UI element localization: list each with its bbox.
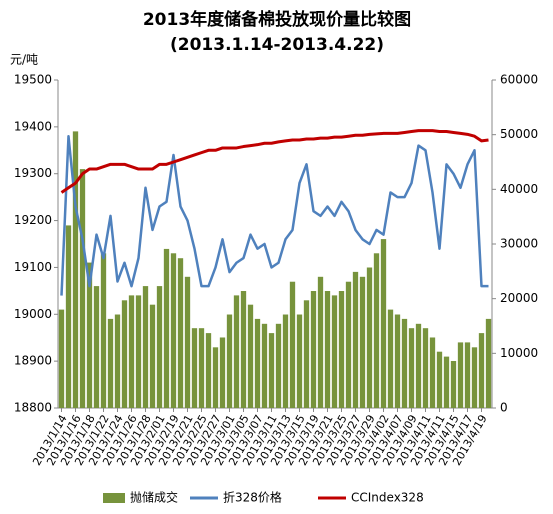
bar [429, 337, 436, 408]
y2-tick-label: 50000 [500, 127, 538, 141]
y-tick-label: 19000 [14, 307, 52, 321]
y-tick-label: 19300 [14, 166, 52, 180]
y-tick-label: 19500 [14, 73, 52, 87]
bar [135, 295, 142, 408]
y-tick-label: 19200 [14, 213, 52, 227]
bar [366, 267, 373, 408]
y2-tick-label: 10000 [500, 346, 538, 360]
bar [436, 351, 443, 408]
bar [289, 281, 296, 408]
bar [72, 131, 79, 409]
line [60, 129, 489, 194]
y2-tick-label: 0 [500, 401, 508, 415]
bar [324, 291, 331, 408]
bar [478, 333, 485, 408]
bar [485, 318, 492, 408]
bar [443, 356, 450, 408]
bar [205, 333, 212, 408]
bar [191, 328, 198, 408]
bar [387, 309, 394, 408]
bar [198, 328, 205, 408]
legend-swatch [103, 493, 125, 503]
bar [275, 323, 282, 408]
bar [142, 286, 149, 408]
bar [359, 276, 366, 408]
bar [408, 328, 415, 408]
bar [394, 314, 401, 408]
bar [345, 281, 352, 408]
bar [107, 318, 114, 408]
bar [338, 291, 345, 408]
bar [93, 286, 100, 408]
y-tick-label: 19100 [14, 260, 52, 274]
legend-label: CCIndex328 [351, 491, 424, 505]
bar [170, 253, 177, 408]
legend-label: 折328价格 [223, 490, 282, 505]
bar [331, 295, 338, 408]
chart-title: 2013年度储备棉投放现价量比较图 [143, 9, 411, 30]
bar [58, 309, 65, 408]
bar [233, 295, 240, 408]
line [60, 134, 489, 296]
bar [261, 323, 268, 408]
legend-label: 抛储成交 [130, 490, 178, 505]
bar [219, 337, 226, 408]
bar [471, 347, 478, 408]
bar [373, 253, 380, 408]
bar [268, 333, 275, 408]
bar [128, 295, 135, 408]
bar [149, 304, 156, 408]
bar [212, 347, 219, 408]
bar [450, 360, 457, 408]
y-tick-label: 18800 [14, 401, 52, 415]
y2-tick-label: 20000 [500, 291, 538, 305]
y2-tick-label: 40000 [500, 182, 538, 196]
bar [296, 314, 303, 408]
bar [317, 276, 324, 408]
bar [247, 304, 254, 408]
bar [303, 300, 310, 408]
y-tick-label: 18900 [14, 354, 52, 368]
bar [464, 342, 471, 408]
bar [163, 248, 170, 408]
bar [401, 318, 408, 408]
chart-subtitle: (2013.1.14-2013.4.22) [170, 35, 384, 55]
bar [457, 342, 464, 408]
bar [100, 253, 107, 408]
bar [121, 300, 128, 408]
bar [310, 291, 317, 408]
bar [156, 286, 163, 408]
bar [415, 323, 422, 408]
bar [184, 276, 191, 408]
bar [352, 271, 359, 408]
bar [282, 314, 289, 408]
bar [422, 328, 429, 408]
bar [114, 314, 121, 408]
bar [79, 169, 86, 408]
y-axis-label: 元/吨 [10, 53, 38, 67]
y2-tick-label: 30000 [500, 237, 538, 251]
bar [86, 262, 93, 408]
y2-tick-label: 60000 [500, 73, 538, 87]
bar [177, 258, 184, 408]
bar [240, 291, 247, 408]
bar [65, 225, 72, 408]
bar [226, 314, 233, 408]
bar [254, 318, 261, 408]
y-tick-label: 19400 [14, 119, 52, 133]
bar [380, 239, 387, 408]
